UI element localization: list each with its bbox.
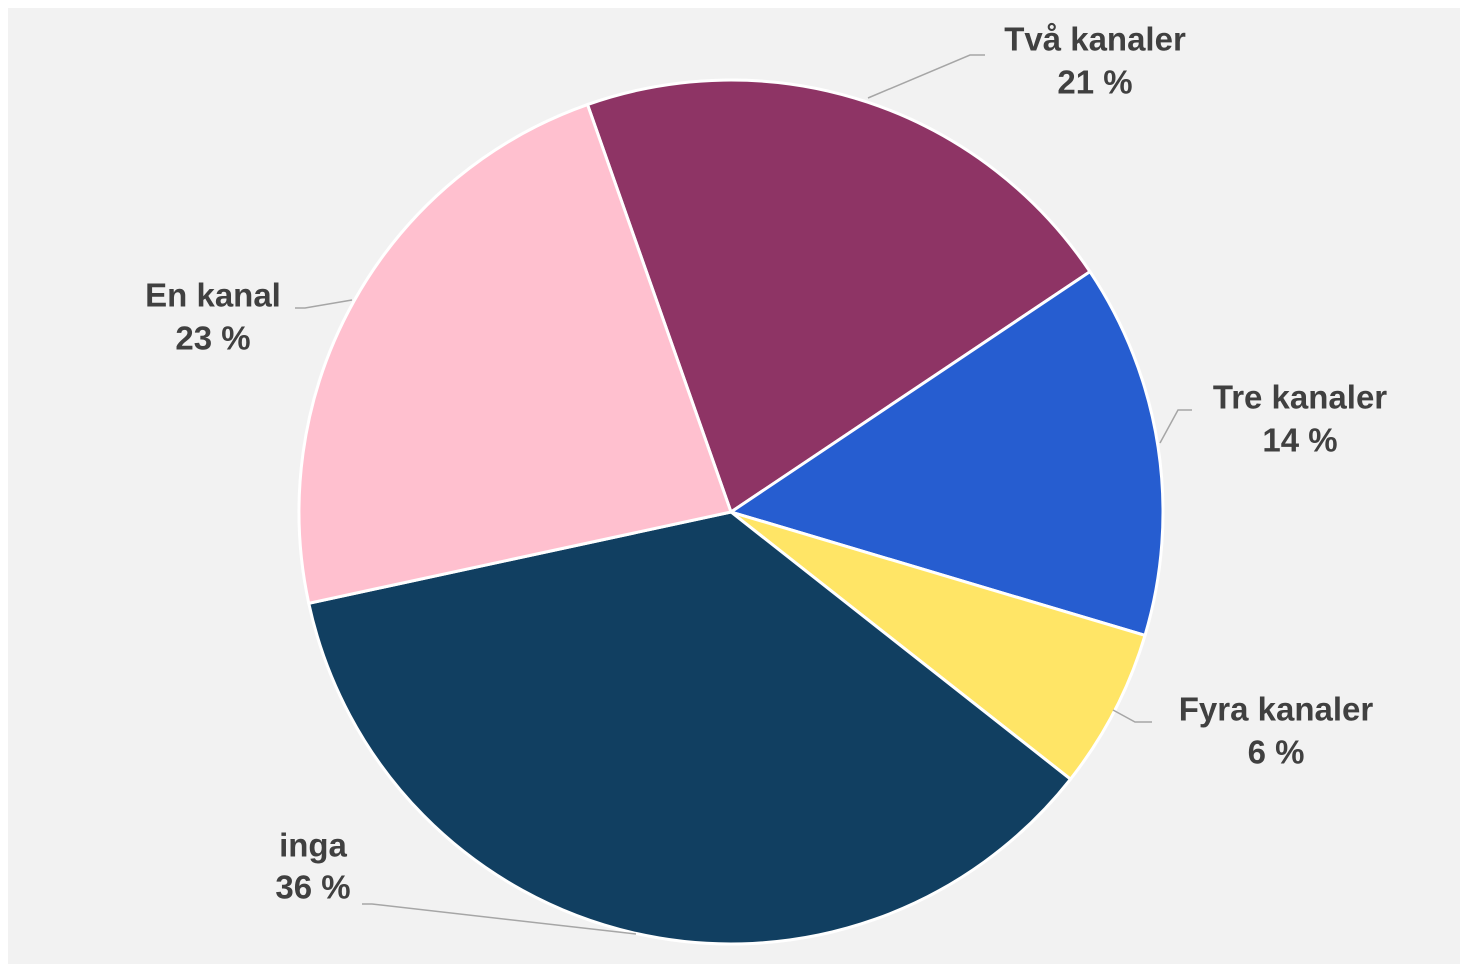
slice-label: Två kanaler [1004, 21, 1186, 58]
leader-line [1159, 409, 1192, 444]
slice-value-label: 21 % [1057, 64, 1132, 101]
slice-label: Tre kanaler [1213, 379, 1387, 416]
leader-line [867, 54, 985, 99]
slice-value-label: 14 % [1262, 422, 1337, 459]
slice-label: En kanal [145, 277, 281, 314]
slice-value-label: 23 % [175, 320, 250, 357]
pie-slice [306, 510, 1073, 946]
slice-label: inga [279, 827, 347, 864]
pie-slice [727, 269, 1165, 638]
slice-value-label: 36 % [275, 869, 350, 906]
leader-line [295, 299, 353, 309]
pie-slice [297, 102, 733, 606]
leader-line [362, 903, 637, 935]
pie-slice [585, 78, 1093, 515]
leader-line [1112, 709, 1152, 723]
slice-label: Fyra kanaler [1179, 691, 1374, 728]
slice-value-label: 6 % [1248, 734, 1305, 771]
